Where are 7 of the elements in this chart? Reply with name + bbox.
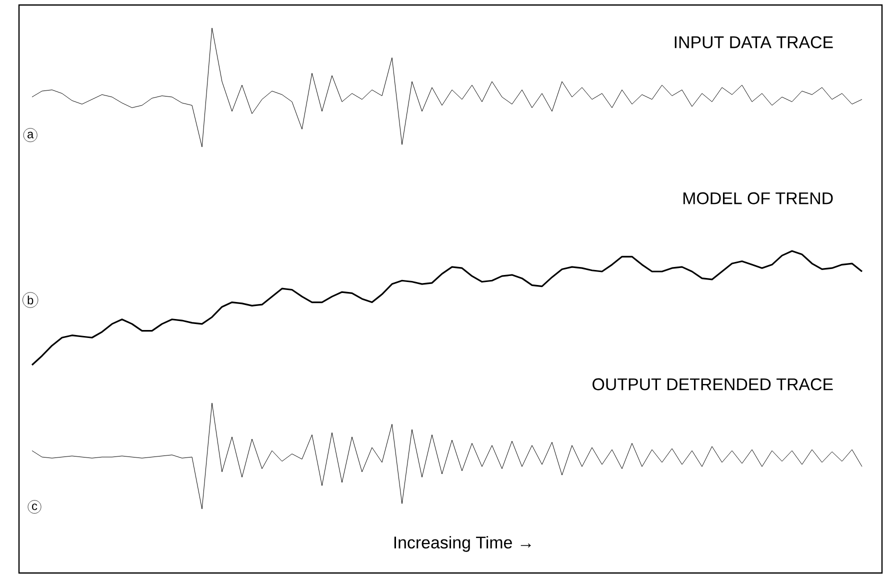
annotation: c <box>32 504 38 510</box>
chart-title: OUTPUT DETRENDED TRACE <box>592 378 833 390</box>
chart-title: INPUT DATA TRACE <box>674 36 833 48</box>
annotation: b <box>28 296 34 304</box>
chart-title: MODEL OF TREND <box>683 192 833 204</box>
annotation: a <box>28 132 34 138</box>
x-axis-title: Increasing Time → <box>394 536 531 552</box>
